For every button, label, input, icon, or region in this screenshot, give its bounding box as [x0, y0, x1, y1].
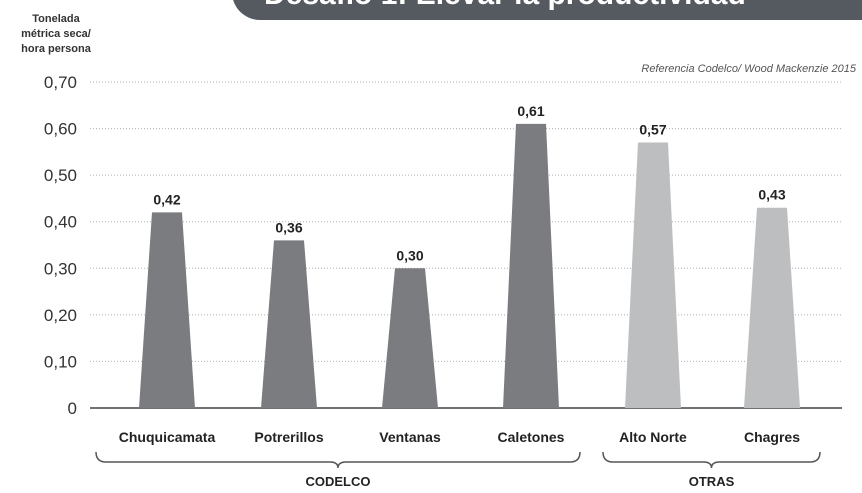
y-tick-label: 0,50: [44, 166, 77, 185]
bar-value-label: 0,61: [517, 103, 544, 119]
bar: [503, 123, 559, 409]
group-brace: [602, 451, 821, 469]
group-label: OTRAS: [689, 474, 735, 489]
y-axis-label: Tonelada métrica seca/ hora persona: [21, 13, 91, 55]
group-brace: [95, 451, 581, 469]
y-tick-label: 0,20: [44, 306, 77, 325]
bar: [744, 207, 800, 408]
x-category-label: Chagres: [744, 429, 800, 445]
y-tick-label: 0,10: [44, 352, 77, 371]
bar-value-label: 0,43: [758, 187, 785, 203]
bar-value-label: 0,30: [396, 247, 423, 263]
title-banner: Desafío 1: Elevar la productividad: [232, 0, 862, 20]
bar: [625, 142, 681, 409]
x-category-label: Chuquicamata: [119, 429, 216, 445]
x-category-label: Ventanas: [379, 429, 441, 445]
bar-value-label: 0,36: [275, 219, 302, 235]
bar-value-label: 0,42: [153, 191, 180, 207]
x-category-label: Alto Norte: [619, 429, 687, 445]
group-label: CODELCO: [306, 474, 371, 489]
y-tick-label: 0,30: [44, 259, 77, 278]
source-note: Referencia Codelco/ Wood Mackenzie 2015: [641, 63, 856, 75]
page-title: Desafío 1: Elevar la productividad: [264, 0, 746, 12]
y-tick-label: 0: [68, 399, 77, 418]
bar: [382, 268, 438, 408]
x-category-label: Caletones: [498, 429, 565, 445]
bar-value-label: 0,57: [639, 122, 666, 138]
y-tick-label: 0,40: [44, 213, 77, 232]
bar: [139, 212, 195, 408]
x-category-label: Potrerillos: [254, 429, 323, 445]
y-tick-label: 0,70: [44, 73, 77, 92]
bar: [261, 240, 317, 408]
y-tick-label: 0,60: [44, 120, 77, 139]
